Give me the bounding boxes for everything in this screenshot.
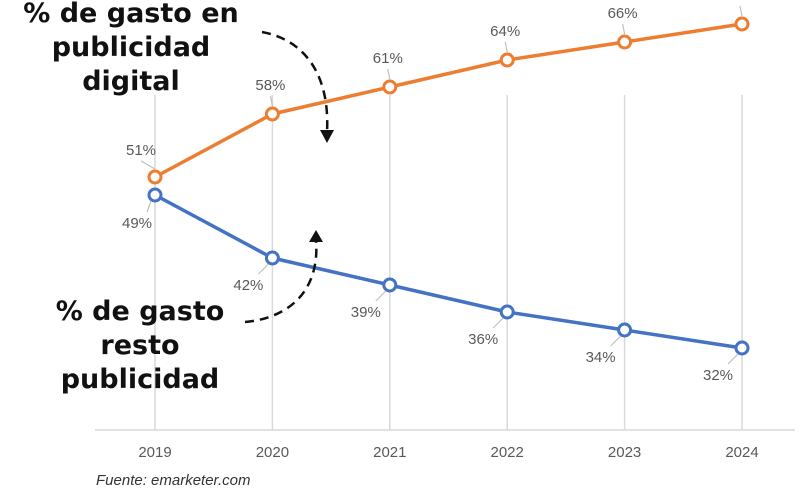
label-leader-other-2020: [257, 263, 269, 275]
label-leader-digital-2021: [387, 68, 391, 80]
data-point-digital-2019: [147, 169, 163, 185]
data-label-digital-2023: 66%: [608, 5, 638, 22]
label-leader-other-2022: [492, 317, 504, 329]
data-label-other-2020: 42%: [233, 277, 263, 294]
callout-other-line1: % de gasto: [55, 296, 225, 327]
label-leader-digital-2020: [269, 95, 273, 107]
data-label-other-2022: 36%: [468, 331, 498, 348]
x-tick-label-2019: 2019: [138, 444, 171, 461]
data-label-other-2021: 39%: [351, 304, 381, 321]
data-point-digital-2022: [499, 52, 515, 68]
data-point-other-2019: [147, 187, 163, 203]
data-point-digital-2023: [617, 34, 633, 50]
data-label-digital-2019: 51%: [126, 142, 156, 159]
x-tick-label-2021: 2021: [373, 444, 406, 461]
data-label-digital-2021: 61%: [373, 50, 403, 67]
data-label-other-2019: 49%: [122, 215, 152, 232]
data-point-other-2021: [382, 277, 398, 293]
label-leader-other-2021: [375, 290, 387, 302]
callout-arrowhead-digital: [320, 130, 334, 143]
label-leader-digital-2019: [140, 160, 156, 170]
callout-digital-line1: % de gasto en: [23, 0, 239, 29]
source-note: Fuente: emarketer.com: [96, 472, 251, 489]
data-point-other-2020: [264, 250, 280, 266]
data-label-other-2023: 34%: [586, 349, 616, 366]
label-leader-other-2019: [146, 200, 152, 213]
x-tick-label-2023: 2023: [608, 444, 641, 461]
label-leader-digital-2024: [739, 5, 743, 17]
data-point-digital-2021: [382, 79, 398, 95]
label-leader-digital-2022: [504, 41, 508, 53]
label-leader-other-2023: [610, 335, 622, 347]
label-leader-digital-2023: [622, 23, 626, 35]
data-point-other-2022: [499, 304, 515, 320]
callout-other-line2: resto publicidad: [60, 330, 220, 395]
callout-digital: % de gasto en publicidad digital: [0, 0, 262, 99]
data-point-digital-2024: [734, 16, 750, 32]
data-label-digital-2022: 64%: [490, 23, 520, 40]
data-label-digital-2024: 68%: [725, 0, 755, 4]
callout-digital-line2: publicidad digital: [51, 32, 211, 97]
data-label-digital-2020: 58%: [255, 77, 285, 94]
data-label-other-2024: 32%: [703, 367, 733, 384]
data-point-other-2024: [734, 340, 750, 356]
x-tick-label-2024: 2024: [725, 444, 758, 461]
callout-arrow-digital: [261, 30, 329, 133]
label-leader-other-2024: [727, 353, 739, 365]
series-line-other: [154, 193, 743, 350]
series-line-digital: [154, 22, 743, 179]
callout-other: % de gasto resto publicidad: [20, 295, 260, 397]
x-tick-label-2022: 2022: [491, 444, 524, 461]
callout-arrowhead-other: [309, 230, 323, 242]
x-tick-label-2020: 2020: [256, 444, 289, 461]
data-point-digital-2020: [264, 106, 280, 122]
data-point-other-2023: [617, 322, 633, 338]
callout-arrow-other: [244, 239, 318, 324]
